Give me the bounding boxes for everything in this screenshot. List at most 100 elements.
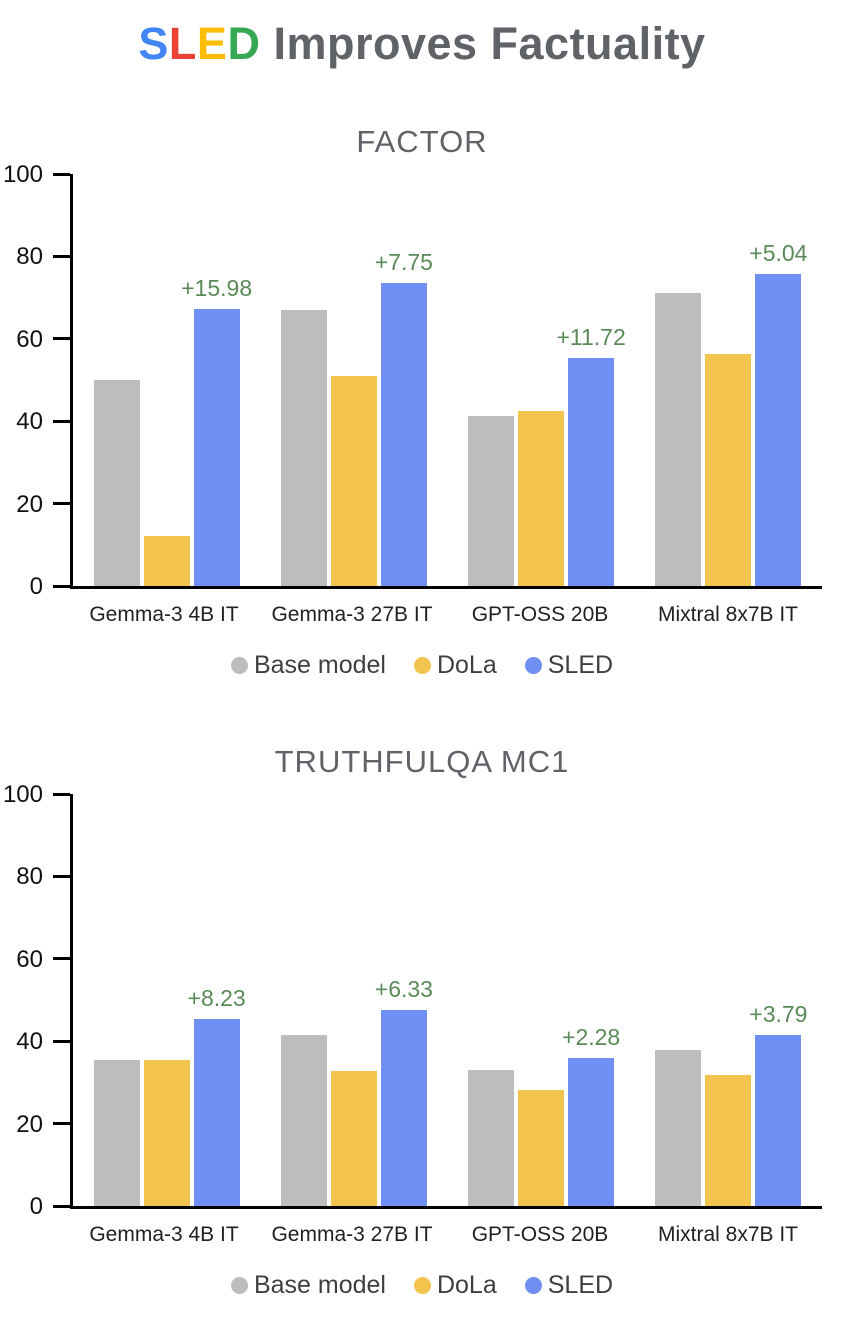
bar-sled: [380, 1009, 427, 1206]
tick-mark: [53, 792, 70, 796]
bar-wrap: +6.33: [375, 794, 433, 1206]
bars-area: +8.23 +6.33 +2.28 +3.79: [73, 794, 822, 1206]
legend-dot-sled: [524, 1277, 542, 1294]
x-axis-labels: Gemma-3 4B IT Gemma-3 27B IT GPT-OSS 20B Mi…: [70, 1209, 822, 1247]
y-tick-label: 20: [16, 490, 43, 518]
y-tick-label: 60: [16, 945, 43, 973]
tick-mark: [53, 502, 70, 506]
title-letter-e: E: [196, 18, 228, 69]
bar-base: [655, 1050, 702, 1206]
tick-mark: [53, 1204, 70, 1208]
bar-wrap: [330, 174, 377, 586]
bar-wrap: [93, 794, 140, 1206]
bar-base: [468, 1070, 515, 1206]
legend-item-sled: SLED: [524, 651, 614, 680]
legend-dot-base: [230, 657, 248, 674]
legend: Base model DoLa SLED: [0, 651, 844, 680]
title-letter-l: L: [168, 18, 197, 69]
bar-wrap: [93, 174, 140, 586]
bar-dola: [705, 1074, 752, 1206]
bar-wrap: +7.75: [375, 174, 433, 586]
legend: Base model DoLa SLED: [0, 1271, 844, 1300]
bar-wrap: [655, 794, 702, 1206]
x-axis-label: GPT-OSS 20B: [471, 1223, 609, 1246]
legend-dot-dola: [413, 657, 431, 674]
legend-item-sled: SLED: [524, 1271, 614, 1300]
title-rest: Improves Factuality: [260, 18, 706, 69]
gain-annotation: +8.23: [187, 984, 246, 1011]
bar-sled: [380, 282, 427, 586]
bar-wrap: +11.72: [556, 174, 626, 586]
bar-base: [655, 293, 702, 586]
gain-annotation: +3.79: [749, 1000, 808, 1027]
tick-mark: [53, 957, 70, 961]
bar-wrap: +3.79: [749, 794, 807, 1206]
legend-item-dola: DoLa: [413, 651, 497, 680]
chart-factor: FACTOR 0 20 40 60 80 100 +15.98 +7.75 +11.72 +5.…: [0, 124, 844, 680]
legend-item-dola: DoLa: [413, 1271, 497, 1300]
legend-dot-sled: [524, 657, 542, 674]
legend-label: Base model: [253, 651, 386, 679]
bar-group-2: +7.75: [260, 174, 447, 586]
legend-label: DoLa: [436, 651, 497, 679]
bar-base: [280, 1035, 327, 1206]
chart-title: FACTOR: [356, 124, 488, 159]
bar-wrap: +15.98: [181, 174, 252, 586]
gain-annotation: +6.33: [374, 975, 433, 1002]
bar-dola: [330, 1070, 377, 1206]
legend-item-base: Base model: [230, 1271, 386, 1300]
title-letter-d: D: [227, 18, 261, 69]
legend-dot-base: [230, 1277, 248, 1294]
x-axis-label: Mixtral 8x7B IT: [657, 603, 799, 626]
gain-annotation: +2.28: [562, 1024, 621, 1051]
y-tick-label: 60: [16, 325, 43, 353]
bar-base: [280, 309, 327, 586]
y-tick-label: 100: [2, 781, 43, 808]
bar-wrap: +8.23: [188, 794, 246, 1206]
bar-wrap: [518, 794, 565, 1206]
bar-base: [93, 379, 140, 586]
tick-mark: [53, 1122, 70, 1126]
tick-mark: [53, 254, 70, 258]
y-tick-label: 80: [16, 243, 43, 271]
gain-annotation: +15.98: [181, 275, 253, 302]
tick-mark: [53, 337, 70, 341]
bar-base: [468, 416, 515, 586]
tick-mark: [53, 172, 70, 176]
y-tick-label: 100: [2, 161, 43, 188]
bar-group-1: +15.98: [73, 174, 260, 586]
bar-dola: [143, 1060, 190, 1206]
y-tick-label: 40: [16, 1028, 43, 1056]
bar-group-3: +2.28: [448, 794, 635, 1206]
tick-mark: [53, 419, 70, 423]
bar-dola: [518, 410, 565, 586]
bar-wrap: [468, 794, 515, 1206]
bar-group-4: +3.79: [635, 794, 822, 1206]
bar-wrap: +2.28: [562, 794, 620, 1206]
x-axis-label: GPT-OSS 20B: [471, 603, 609, 626]
legend-label: SLED: [547, 1271, 614, 1299]
bar-dola: [143, 535, 190, 586]
title-word-sled: SLED: [138, 18, 260, 69]
legend-dot-dola: [413, 1277, 431, 1294]
bar-dola: [330, 375, 377, 586]
bar-group-1: +8.23: [73, 794, 260, 1206]
x-axis-label: Gemma-3 27B IT: [271, 603, 433, 626]
bar-wrap: [705, 794, 752, 1206]
legend-label: SLED: [547, 651, 614, 679]
y-tick-label: 0: [29, 573, 43, 600]
bar-dola: [518, 1089, 565, 1206]
bar-wrap: [655, 174, 702, 586]
title-letter-s: S: [138, 18, 169, 69]
bar-wrap: [280, 174, 327, 586]
y-tick-label: 80: [16, 863, 43, 891]
bar-wrap: [280, 794, 327, 1206]
x-axis-labels: Gemma-3 4B IT Gemma-3 27B IT GPT-OSS 20B Mi…: [70, 589, 822, 627]
y-tick-label: 0: [29, 1193, 43, 1220]
chart-truthfulqa-mc1: TRUTHFULQA MC1 0 20 40 60 80 100 +8.23 +6.33 +2…: [0, 744, 844, 1300]
y-tick-label: 20: [16, 1110, 43, 1138]
bar-wrap: +5.04: [749, 174, 807, 586]
bar-wrap: [330, 794, 377, 1206]
bar-base: [93, 1060, 140, 1206]
y-tick-label: 40: [16, 408, 43, 436]
